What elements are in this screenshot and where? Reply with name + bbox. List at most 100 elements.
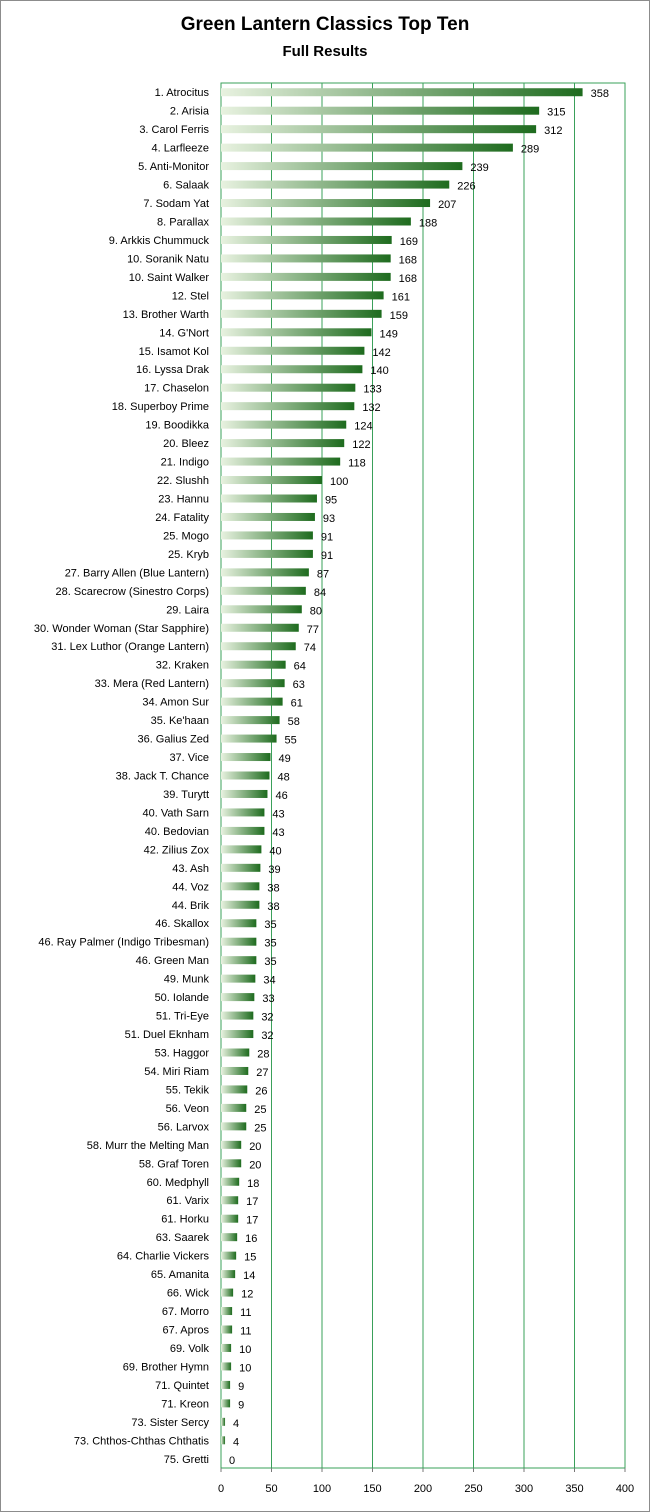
bar — [221, 1011, 254, 1020]
bar — [221, 217, 411, 226]
data-label: 39 — [268, 864, 280, 876]
bar — [221, 531, 313, 540]
bar — [221, 1270, 236, 1279]
category-label: 69. Brother Hymn — [123, 1361, 209, 1373]
data-label: 32 — [261, 1030, 273, 1042]
category-label: 44. Brik — [172, 900, 210, 912]
category-label: 44. Voz — [172, 881, 209, 893]
bar — [221, 993, 255, 1002]
data-label: 28 — [257, 1049, 269, 1061]
bar — [221, 716, 280, 725]
bar — [221, 1177, 240, 1186]
bar — [221, 1362, 232, 1371]
category-label: 73. Sister Sercy — [131, 1417, 209, 1429]
bar — [221, 1436, 226, 1445]
data-label: 0 — [229, 1455, 235, 1467]
category-label: 10. Soranik Natu — [127, 253, 209, 265]
category-label: 7. Sodam Yat — [143, 198, 209, 210]
category-label: 40. Bedovian — [145, 826, 209, 838]
bar — [221, 1140, 242, 1149]
category-label: 34. Amon Sur — [142, 697, 209, 709]
data-label: 95 — [325, 495, 337, 507]
category-label: 33. Mera (Red Lantern) — [95, 678, 209, 690]
category-label: 12. Stel — [172, 290, 209, 302]
bar — [221, 974, 256, 983]
data-label: 38 — [267, 901, 279, 913]
data-label: 15 — [244, 1252, 256, 1264]
category-label: 3. Carol Ferris — [139, 124, 209, 136]
data-label: 122 — [352, 439, 370, 451]
category-label: 51. Duel Eknham — [125, 1029, 209, 1041]
data-label: 74 — [304, 642, 316, 654]
category-label: 71. Quintet — [155, 1380, 209, 1392]
bar — [221, 845, 262, 854]
category-label: 40. Vath Sarn — [143, 807, 209, 819]
category-label: 13. Brother Warth — [123, 309, 209, 321]
category-label: 51. Tri-Eye — [156, 1011, 209, 1023]
bar — [221, 1233, 238, 1242]
bar — [221, 586, 306, 595]
data-label: 9 — [238, 1381, 244, 1393]
data-label: 17 — [246, 1215, 258, 1227]
bar — [221, 143, 513, 152]
data-label: 91 — [321, 550, 333, 562]
bar — [221, 1048, 250, 1057]
data-label: 20 — [249, 1159, 261, 1171]
bar — [221, 1159, 242, 1168]
category-label: 10. Saint Walker — [129, 272, 210, 284]
chart-subtitle: Full Results — [282, 43, 368, 60]
category-label: 64. Charlie Vickers — [117, 1251, 210, 1263]
bar — [221, 235, 392, 244]
bar — [221, 734, 277, 743]
bar — [221, 1399, 231, 1408]
data-label: 118 — [348, 458, 366, 470]
bar — [221, 605, 302, 614]
data-label: 132 — [362, 402, 380, 414]
data-label: 16 — [245, 1233, 257, 1245]
data-label: 207 — [438, 199, 456, 211]
category-label: 30. Wonder Woman (Star Sapphire) — [34, 623, 209, 635]
data-label: 58 — [288, 716, 300, 728]
data-label: 91 — [321, 531, 333, 543]
category-label: 36. Galius Zed — [137, 734, 209, 746]
data-label: 43 — [272, 827, 284, 839]
data-label: 33 — [262, 993, 274, 1005]
category-label: 25. Kryb — [168, 549, 209, 561]
bar — [221, 383, 356, 392]
data-label: 159 — [390, 310, 408, 322]
data-label: 77 — [307, 624, 319, 636]
data-label: 63 — [293, 679, 305, 691]
x-tick-label: 200 — [414, 1483, 432, 1495]
category-label: 39. Turytt — [163, 789, 209, 801]
bar — [221, 863, 261, 872]
bar — [221, 937, 257, 946]
category-label: 5. Anti-Monitor — [138, 161, 209, 173]
data-label: 169 — [400, 236, 418, 248]
category-label: 22. Slushh — [157, 475, 209, 487]
category-label: 6. Salaak — [163, 180, 209, 192]
category-label: 67. Morro — [162, 1306, 209, 1318]
category-label: 61. Horku — [161, 1214, 209, 1226]
data-label: 11 — [240, 1326, 251, 1338]
data-label: 10 — [239, 1344, 251, 1356]
category-label: 53. Haggor — [155, 1048, 210, 1060]
category-label: 14. G'Nort — [159, 327, 209, 339]
data-label: 87 — [317, 568, 329, 580]
data-label: 188 — [419, 218, 437, 230]
data-label: 358 — [591, 88, 609, 100]
data-label: 49 — [278, 753, 290, 765]
chart-title: Green Lantern Classics Top Ten — [180, 14, 470, 35]
category-label: 19. Boodikka — [145, 420, 209, 432]
data-label: 35 — [264, 956, 276, 968]
x-tick-label: 300 — [515, 1483, 533, 1495]
category-label: 56. Veon — [166, 1103, 209, 1115]
data-label: 100 — [330, 476, 348, 488]
bar — [221, 402, 355, 411]
category-label: 17. Chaselon — [144, 383, 209, 395]
bar — [221, 789, 268, 798]
data-label: 312 — [544, 125, 562, 137]
bar — [221, 1307, 233, 1316]
category-label: 21. Indigo — [161, 457, 209, 469]
data-label: 46 — [275, 790, 287, 802]
data-label: 26 — [255, 1085, 267, 1097]
